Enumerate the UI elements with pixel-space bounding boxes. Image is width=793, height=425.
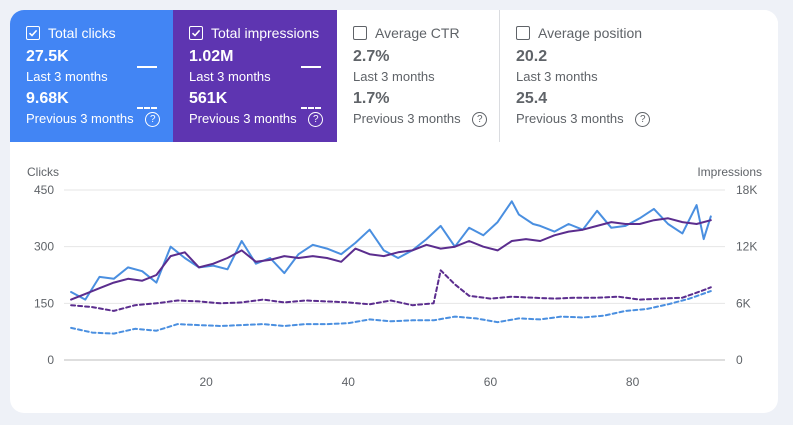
y-left-tick-label: 0 — [47, 353, 54, 367]
tile-previous-period-row: Previous 3 months ? — [516, 111, 778, 128]
solid-line-legend-icon — [137, 66, 157, 68]
help-icon[interactable]: ? — [472, 112, 488, 128]
tile-label: Average CTR — [375, 25, 460, 41]
tile-previous-period: Previous 3 months — [26, 111, 134, 126]
help-icon[interactable]: ? — [635, 112, 651, 128]
dashed-line-legend-icon — [301, 107, 321, 109]
y-right-tick-label: 18K — [736, 183, 757, 197]
y-left-tick-label: 150 — [34, 296, 54, 310]
tile-current-period: Last 3 months — [26, 69, 108, 84]
y-left-tick-label: 450 — [34, 183, 54, 197]
metric-tile-average-position[interactable]: Average position 20.2 Last 3 months 25.4… — [500, 10, 778, 142]
y-right-tick-label: 0 — [736, 353, 743, 367]
performance-card: Total clicks 27.5K Last 3 months 9.68K P… — [10, 10, 778, 413]
metric-tile-average-ctr[interactable]: Average CTR 2.7% Last 3 months 1.7% Prev… — [337, 10, 500, 142]
tile-previous-period-row: Previous 3 months ? — [189, 111, 337, 128]
tile-label: Average position — [538, 25, 643, 41]
y-left-tick-label: 300 — [34, 240, 54, 254]
tile-previous-period-row: Previous 3 months ? — [26, 111, 173, 128]
y-right-tick-label: 6K — [736, 296, 751, 310]
tile-header: Average CTR — [353, 24, 499, 42]
tile-current-value: 27.5K — [26, 48, 69, 65]
tile-previous-value: 1.7% — [353, 90, 390, 107]
series-line-1 — [70, 217, 712, 301]
dashed-line-legend-icon — [137, 107, 157, 109]
right-axis-title: Impressions — [697, 165, 762, 179]
tile-previous-period: Previous 3 months — [189, 111, 297, 126]
left-axis-title: Clicks — [27, 165, 59, 179]
metric-tile-total-impressions[interactable]: Total impressions 1.02M Last 3 months 56… — [173, 10, 337, 142]
tile-previous-value: 9.68K — [26, 90, 69, 107]
tile-current-period: Last 3 months — [516, 69, 598, 84]
tile-current-period: Last 3 months — [189, 69, 271, 84]
tile-previous-value: 25.4 — [516, 90, 548, 107]
tile-current-value: 20.2 — [516, 48, 548, 65]
tile-previous-value: 561K — [189, 90, 228, 107]
tile-header: Average position — [516, 24, 778, 42]
tile-current-period: Last 3 months — [353, 69, 435, 84]
checkbox-unchecked-icon[interactable] — [516, 26, 530, 40]
x-tick-label: 60 — [484, 375, 498, 389]
solid-line-legend-icon — [301, 66, 321, 68]
tile-header: Total impressions — [189, 24, 337, 42]
y-right-tick-label: 12K — [736, 240, 757, 254]
checkbox-unchecked-icon[interactable] — [353, 26, 367, 40]
tile-current-value: 1.02M — [189, 48, 234, 65]
tile-current-value: 2.7% — [353, 48, 390, 65]
help-icon[interactable]: ? — [145, 112, 161, 128]
performance-chart: Clicks Impressions 0 0 150 6K 300 12K 450 18K 20 40… — [27, 165, 762, 389]
tile-label: Total clicks — [48, 25, 116, 41]
metric-tiles: Total clicks 27.5K Last 3 months 9.68K P… — [10, 10, 778, 142]
series-line-3 — [70, 290, 712, 335]
x-tick-label: 40 — [342, 375, 356, 389]
tile-previous-period: Previous 3 months — [516, 111, 624, 126]
series-line-0 — [70, 200, 712, 301]
tile-previous-period: Previous 3 months — [353, 111, 461, 126]
x-tick-label: 80 — [626, 375, 640, 389]
help-icon[interactable]: ? — [308, 112, 324, 128]
x-tick-label: 20 — [199, 375, 213, 389]
series-line-2 — [70, 269, 712, 312]
checkbox-checked-icon[interactable] — [26, 26, 40, 40]
tile-previous-period-row: Previous 3 months ? — [353, 111, 499, 128]
tile-label: Total impressions — [211, 25, 320, 41]
metric-tile-total-clicks[interactable]: Total clicks 27.5K Last 3 months 9.68K P… — [10, 10, 173, 142]
checkbox-checked-icon[interactable] — [189, 26, 203, 40]
tile-header: Total clicks — [26, 24, 173, 42]
